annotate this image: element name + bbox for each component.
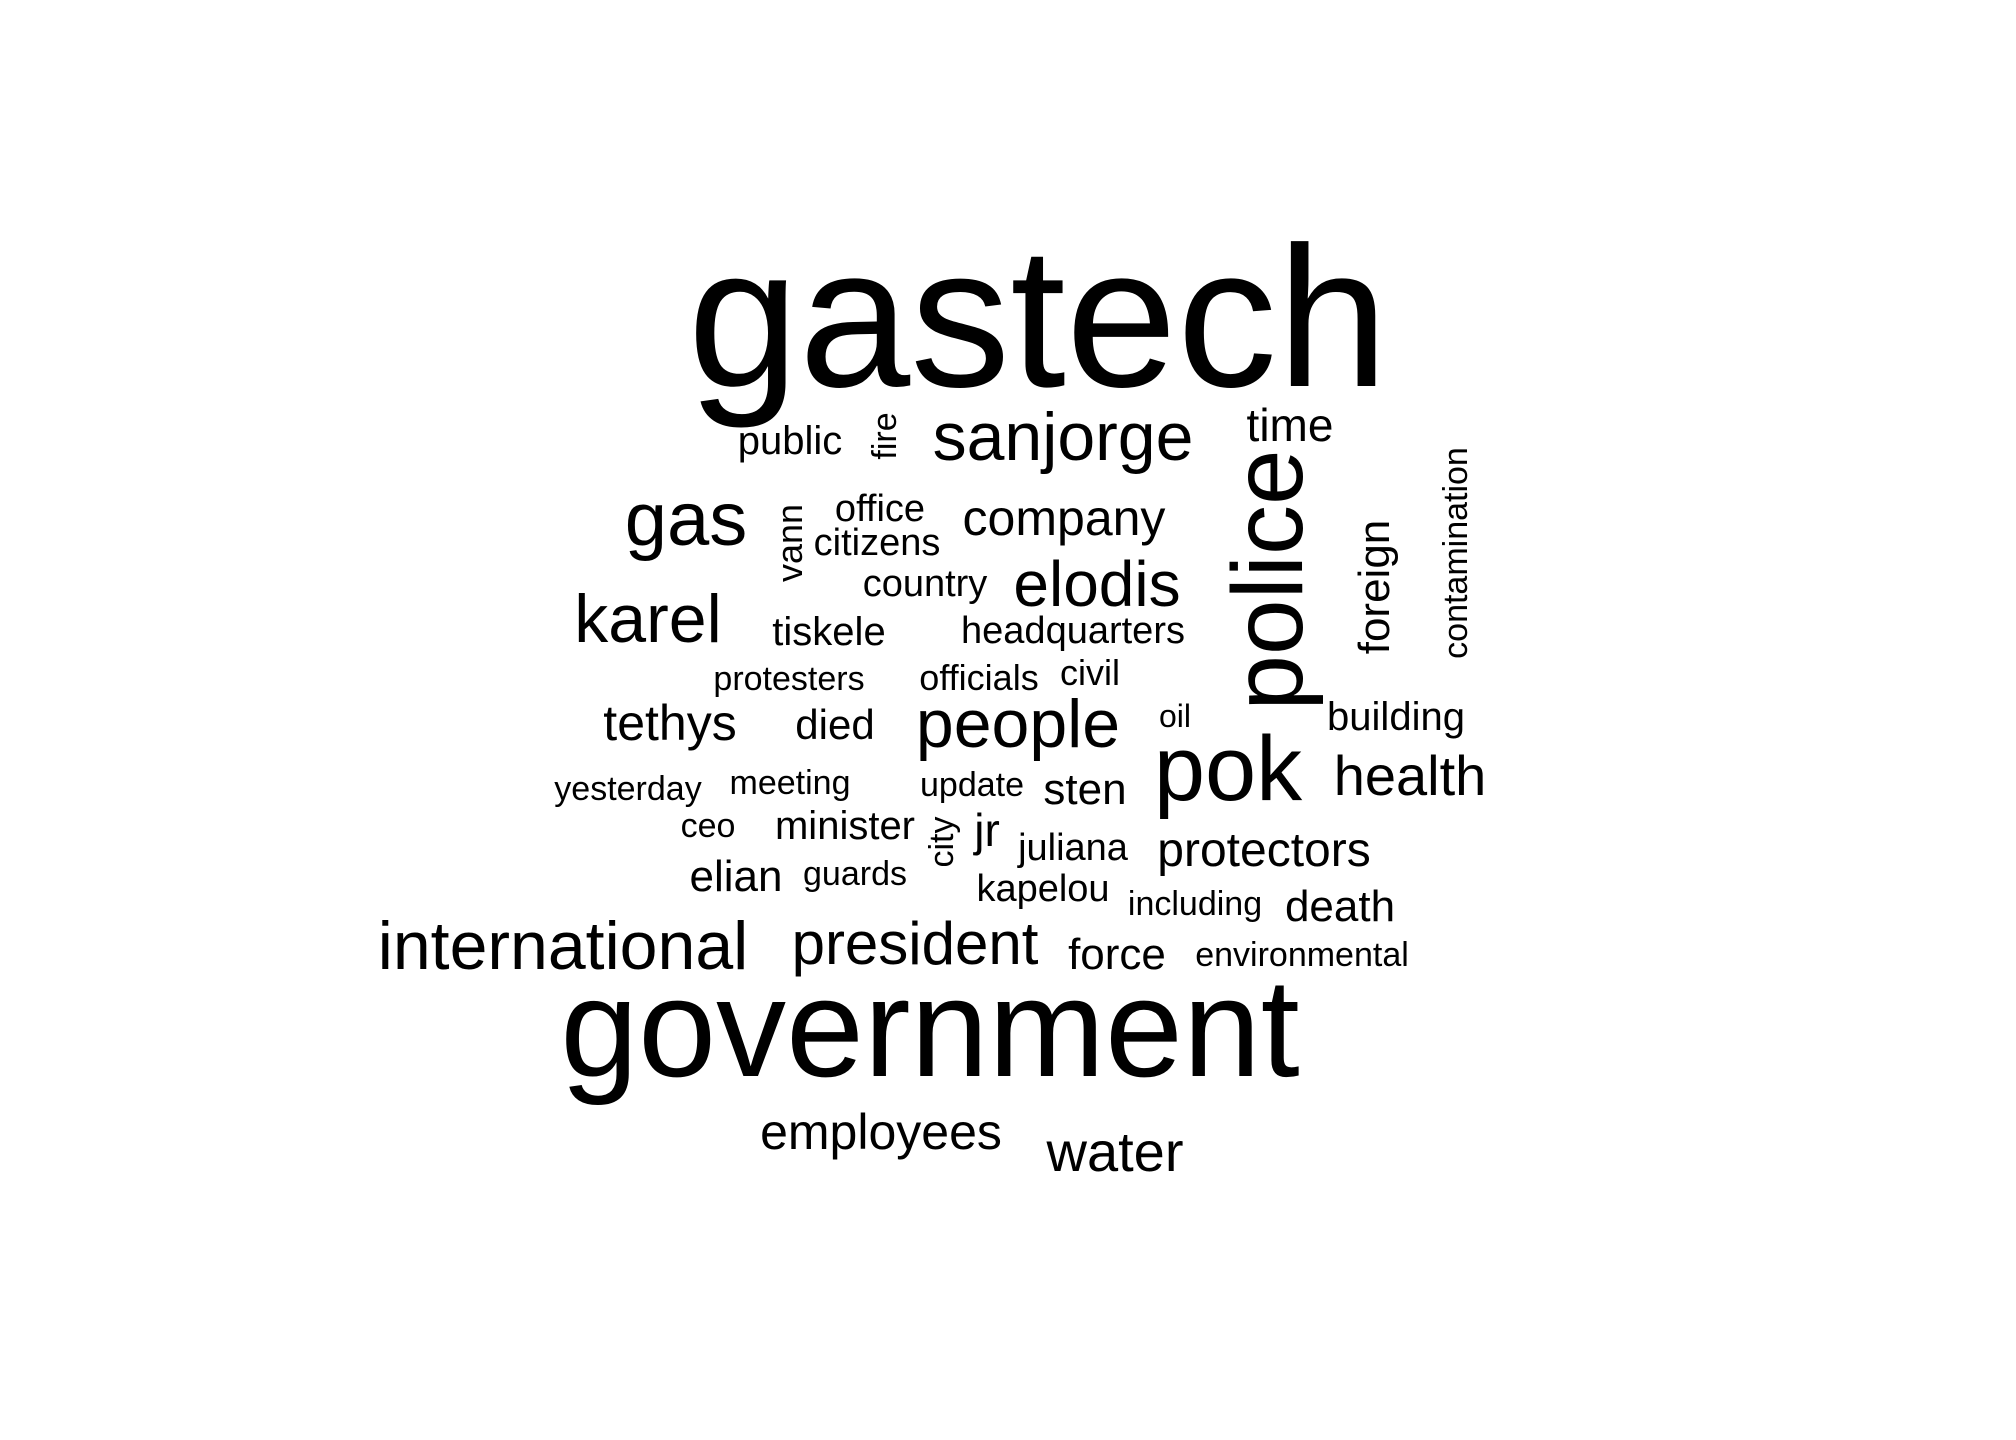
word-fire: fire xyxy=(866,412,904,460)
word-tiskele: tiskele xyxy=(772,610,886,654)
word-tethys: tethys xyxy=(603,695,737,751)
word-ceo: ceo xyxy=(680,807,736,845)
word-foreign: foreign xyxy=(1350,519,1399,655)
word-office: office xyxy=(834,488,926,530)
word-international: international xyxy=(377,908,749,984)
word-time: time xyxy=(1246,399,1334,451)
word-water: water xyxy=(1046,1120,1184,1183)
word-vann: vann xyxy=(769,503,810,583)
word-update: update xyxy=(920,766,1024,804)
word-company: company xyxy=(962,490,1166,546)
word-minister: minister xyxy=(774,804,916,848)
word-oil: oil xyxy=(1158,698,1192,734)
word-guards: guards xyxy=(803,855,907,893)
word-pok: pok xyxy=(1153,718,1303,820)
word-contamination: contamination xyxy=(1437,447,1475,659)
word-gas: gas xyxy=(624,477,748,562)
word-protesters: protesters xyxy=(713,660,865,698)
word-jr: jr xyxy=(974,804,1000,856)
word-kapelou: kapelou xyxy=(976,868,1110,910)
word-environmental: environmental xyxy=(1195,936,1409,974)
word-public: public xyxy=(737,419,843,463)
word-meeting: meeting xyxy=(729,764,851,802)
word-elian: elian xyxy=(689,852,783,901)
word-including: including xyxy=(1127,885,1263,923)
word-headquarters: headquarters xyxy=(961,610,1185,652)
word-civil: civil xyxy=(1060,652,1120,693)
word-health: health xyxy=(1333,744,1487,807)
word-building: building xyxy=(1327,695,1465,739)
word-police: police xyxy=(1212,449,1324,711)
word-death: death xyxy=(1284,882,1396,931)
word-died: died xyxy=(795,701,875,748)
word-employees: employees xyxy=(760,1104,1002,1160)
word-country: country xyxy=(862,563,988,605)
word-president: president xyxy=(791,910,1039,977)
word-people: people xyxy=(915,686,1121,762)
word-city: city xyxy=(923,816,961,868)
word-force: force xyxy=(1068,930,1166,979)
word-government: government xyxy=(560,949,1300,1106)
word-sten: sten xyxy=(1043,765,1127,814)
word-elodis: elodis xyxy=(1013,548,1181,620)
word-protectors: protectors xyxy=(1157,824,1371,877)
word-gastech: gastech xyxy=(687,206,1389,429)
word-citizens: citizens xyxy=(813,522,941,564)
word-sanjorge: sanjorge xyxy=(932,399,1194,475)
word-yesterday: yesterday xyxy=(554,770,702,808)
word-karel: karel xyxy=(574,581,722,657)
word-juliana: juliana xyxy=(1018,827,1128,869)
word-officials: officials xyxy=(919,657,1039,698)
